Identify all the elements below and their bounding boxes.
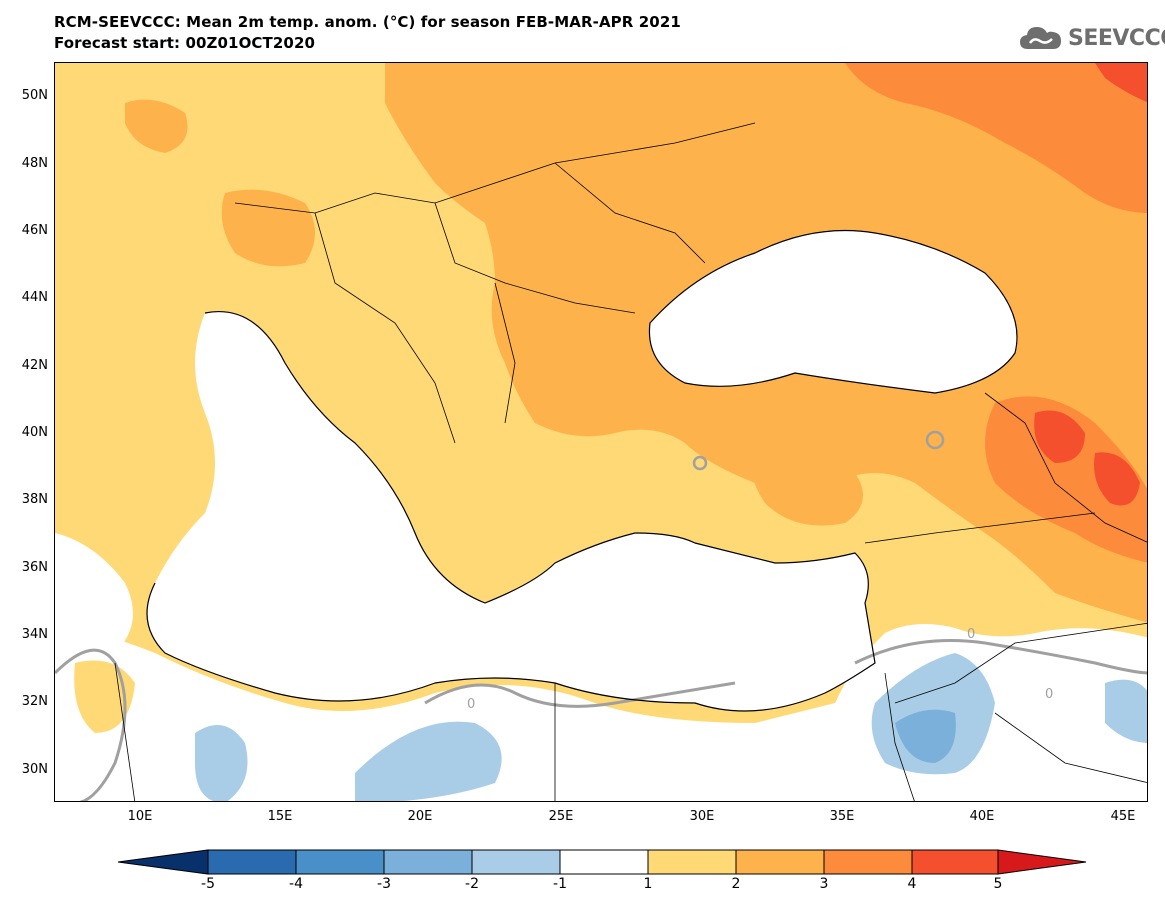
- colorbar-tick-label: 2: [731, 876, 741, 892]
- contour-label: 0: [967, 627, 975, 642]
- forecast-start-label: Forecast start: 00Z01OCT2020: [54, 34, 316, 52]
- lat-label: 38N: [21, 492, 48, 507]
- country-border: [984, 392, 1147, 543]
- coastline: [146, 311, 876, 712]
- lat-label: 46N: [21, 223, 48, 238]
- zero-contour: [692, 455, 708, 471]
- anomaly-zone-neg-1-2: [355, 721, 502, 801]
- lat-label: 32N: [21, 694, 48, 709]
- zero-contour: [55, 648, 127, 801]
- anomaly-zone-neg-1-2: [195, 725, 248, 801]
- lat-label: 40N: [21, 425, 48, 440]
- lat-label: 50N: [21, 88, 48, 103]
- colorbar-tick-label: 5: [993, 876, 1003, 892]
- coastline: [648, 229, 1018, 394]
- colorbar-tick-label: 4: [907, 876, 917, 892]
- lon-label: 30E: [689, 809, 715, 824]
- colorbar-tick-label: 3: [819, 876, 829, 892]
- colorbar-segment: [383, 849, 473, 875]
- country-border: [994, 712, 1147, 783]
- country-border: [864, 512, 1096, 544]
- colorbar-segment: [559, 849, 649, 875]
- mediterranean-sea: [147, 311, 875, 711]
- lon-label: 20E: [407, 809, 433, 824]
- country-border: [314, 212, 456, 444]
- zero-contour: [925, 430, 945, 450]
- anomaly-zone-4-5: [1034, 410, 1085, 463]
- map-title: RCM-SEEVCCC: Mean 2m temp. anom. (°C) fo…: [54, 13, 681, 31]
- zero-contour: [854, 639, 1147, 675]
- colorbar-segment: [647, 849, 737, 875]
- country-border: [494, 282, 516, 424]
- sea-area: [55, 533, 133, 658]
- lon-label: 10E: [127, 809, 153, 824]
- lon-label: 45E: [1110, 809, 1136, 824]
- country-border: [884, 672, 915, 801]
- country-border: [554, 162, 706, 264]
- seevccc-logo: SEEVCCC: [1018, 22, 1165, 54]
- colorbar-tick-label: -1: [553, 876, 567, 892]
- anomaly-zone-2-3: [751, 450, 863, 526]
- anomaly-zone-neg-2-3: [895, 709, 956, 763]
- colorbar-segment: [471, 849, 561, 875]
- lon-label: 40E: [969, 809, 995, 824]
- colorbar-tick-label: -3: [377, 876, 391, 892]
- country-border: [114, 662, 136, 801]
- colorbar-tick-label: 1: [643, 876, 653, 892]
- anomaly-zone-4-5: [1094, 452, 1140, 506]
- country-border: [234, 122, 756, 214]
- country-border: [434, 202, 636, 314]
- lat-label: 30N: [21, 762, 48, 777]
- anomaly-zone-3-4: [845, 63, 1147, 213]
- colorbar-tick-label: -5: [201, 876, 215, 892]
- black-sea: [649, 230, 1017, 393]
- lon-label: 25E: [548, 809, 574, 824]
- anomaly-zone-2-3: [125, 99, 188, 153]
- colorbar-segment: [207, 849, 297, 875]
- anomaly-map: 0 0 0: [54, 62, 1148, 802]
- colorbar-segment: [735, 849, 825, 875]
- lon-label: 15E: [267, 809, 293, 824]
- contour-label: 0: [1045, 687, 1053, 702]
- logo-text: SEEVCCC: [1068, 25, 1165, 51]
- colorbar-extension-high: [997, 849, 1087, 875]
- anomaly-zone-neg-1-2: [1105, 679, 1147, 743]
- lat-label: 48N: [21, 156, 48, 171]
- colorbar-tick-label: -2: [465, 876, 479, 892]
- zero-contour: [424, 681, 736, 708]
- lat-label: 42N: [21, 358, 48, 373]
- colorbar-segment: [295, 849, 385, 875]
- anomaly-zone-4-5: [1095, 63, 1147, 103]
- colorbar-tick-label: -4: [289, 876, 303, 892]
- colorbar: [118, 848, 1088, 876]
- country-border: [894, 622, 1147, 704]
- colorbar-segment: [911, 849, 999, 875]
- colorbar-extension-low: [118, 849, 209, 875]
- lat-label: 34N: [21, 627, 48, 642]
- cloud-icon: [1018, 23, 1064, 53]
- contour-label: 0: [467, 697, 475, 712]
- lat-label: 44N: [21, 290, 48, 305]
- lat-label: 36N: [21, 560, 48, 575]
- lon-label: 35E: [829, 809, 855, 824]
- anomaly-zone-2-3: [221, 189, 315, 267]
- colorbar-segment: [823, 849, 913, 875]
- anomaly-zone-3-4: [985, 396, 1147, 563]
